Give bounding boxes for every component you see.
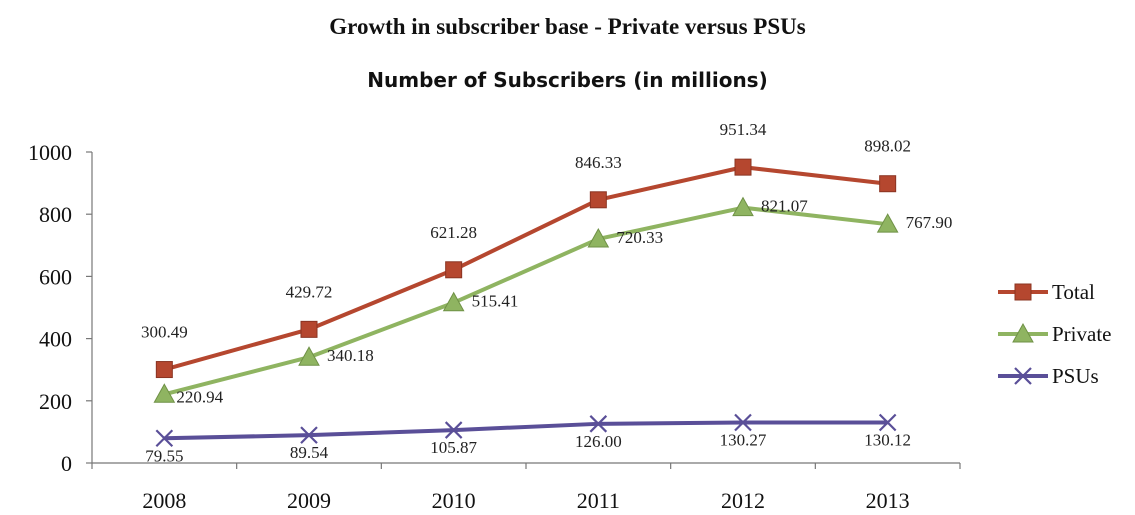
data-point-private <box>298 346 320 366</box>
y-tick-label: 800 <box>39 202 72 227</box>
y-tick-label: 600 <box>39 264 72 289</box>
x-tick-label: 2012 <box>721 488 765 513</box>
legend-label-total: Total <box>1052 280 1095 304</box>
data-label-psus: 89.54 <box>290 443 329 462</box>
legend-marker-total <box>1014 283 1032 301</box>
series-line-private <box>163 205 888 397</box>
data-label-psus: 130.12 <box>864 431 911 450</box>
y-tick-label: 200 <box>39 389 72 414</box>
data-label-total: 429.72 <box>286 282 333 301</box>
chart-title: Number of Subscribers (in millions) <box>367 68 768 92</box>
y-tick-label: 400 <box>39 327 72 352</box>
series-line-psus <box>164 420 888 441</box>
data-label-total: 898.02 <box>864 137 911 156</box>
data-label-private: 767.90 <box>906 213 953 232</box>
data-label-psus: 126.00 <box>575 432 622 451</box>
data-label-psus: 130.27 <box>720 430 767 449</box>
data-point-private <box>587 227 610 248</box>
data-point-psus <box>155 429 174 448</box>
data-label-total: 621.28 <box>430 223 477 242</box>
y-tick-label: 1000 <box>28 140 72 165</box>
data-label-total: 951.34 <box>720 120 767 139</box>
x-tick-label: 2009 <box>287 488 331 513</box>
data-label-private: 821.07 <box>761 197 808 216</box>
data-label-private: 515.41 <box>472 292 519 311</box>
data-point-private <box>153 383 176 403</box>
data-point-total <box>734 158 752 176</box>
data-point-total <box>445 261 463 279</box>
y-tick-label: 0 <box>61 451 72 476</box>
data-point-psus <box>444 421 463 439</box>
data-label-private: 720.33 <box>616 228 663 247</box>
data-point-total <box>300 320 318 338</box>
x-tick-label: 2008 <box>142 488 186 513</box>
data-point-private <box>876 213 899 233</box>
series-line-total <box>163 165 888 372</box>
data-point-private <box>442 291 465 312</box>
legend-marker-psus <box>1014 367 1032 385</box>
data-label-psus: 105.87 <box>430 438 477 457</box>
x-tick-label: 2013 <box>866 488 910 513</box>
data-label-total: 846.33 <box>575 153 622 172</box>
data-point-psus <box>589 415 608 433</box>
data-point-total <box>879 175 897 193</box>
data-label-private: 220.94 <box>176 387 223 406</box>
data-label-private: 340.18 <box>327 346 374 365</box>
legend-marker-private <box>1012 322 1034 343</box>
legend-label-psus: PSUs <box>1052 364 1099 388</box>
data-point-total <box>589 191 607 209</box>
legend-label-private: Private <box>1052 322 1111 346</box>
data-label-psus: 79.55 <box>145 446 183 465</box>
data-point-total <box>155 361 173 379</box>
x-tick-label: 2011 <box>577 488 620 513</box>
data-point-psus <box>878 413 897 432</box>
x-tick-label: 2010 <box>432 488 476 513</box>
page-title: Growth in subscriber base - Private vers… <box>329 14 806 39</box>
data-point-psus <box>300 426 318 444</box>
data-point-private <box>732 196 754 217</box>
data-point-psus <box>734 413 752 432</box>
data-label-total: 300.49 <box>141 323 188 342</box>
